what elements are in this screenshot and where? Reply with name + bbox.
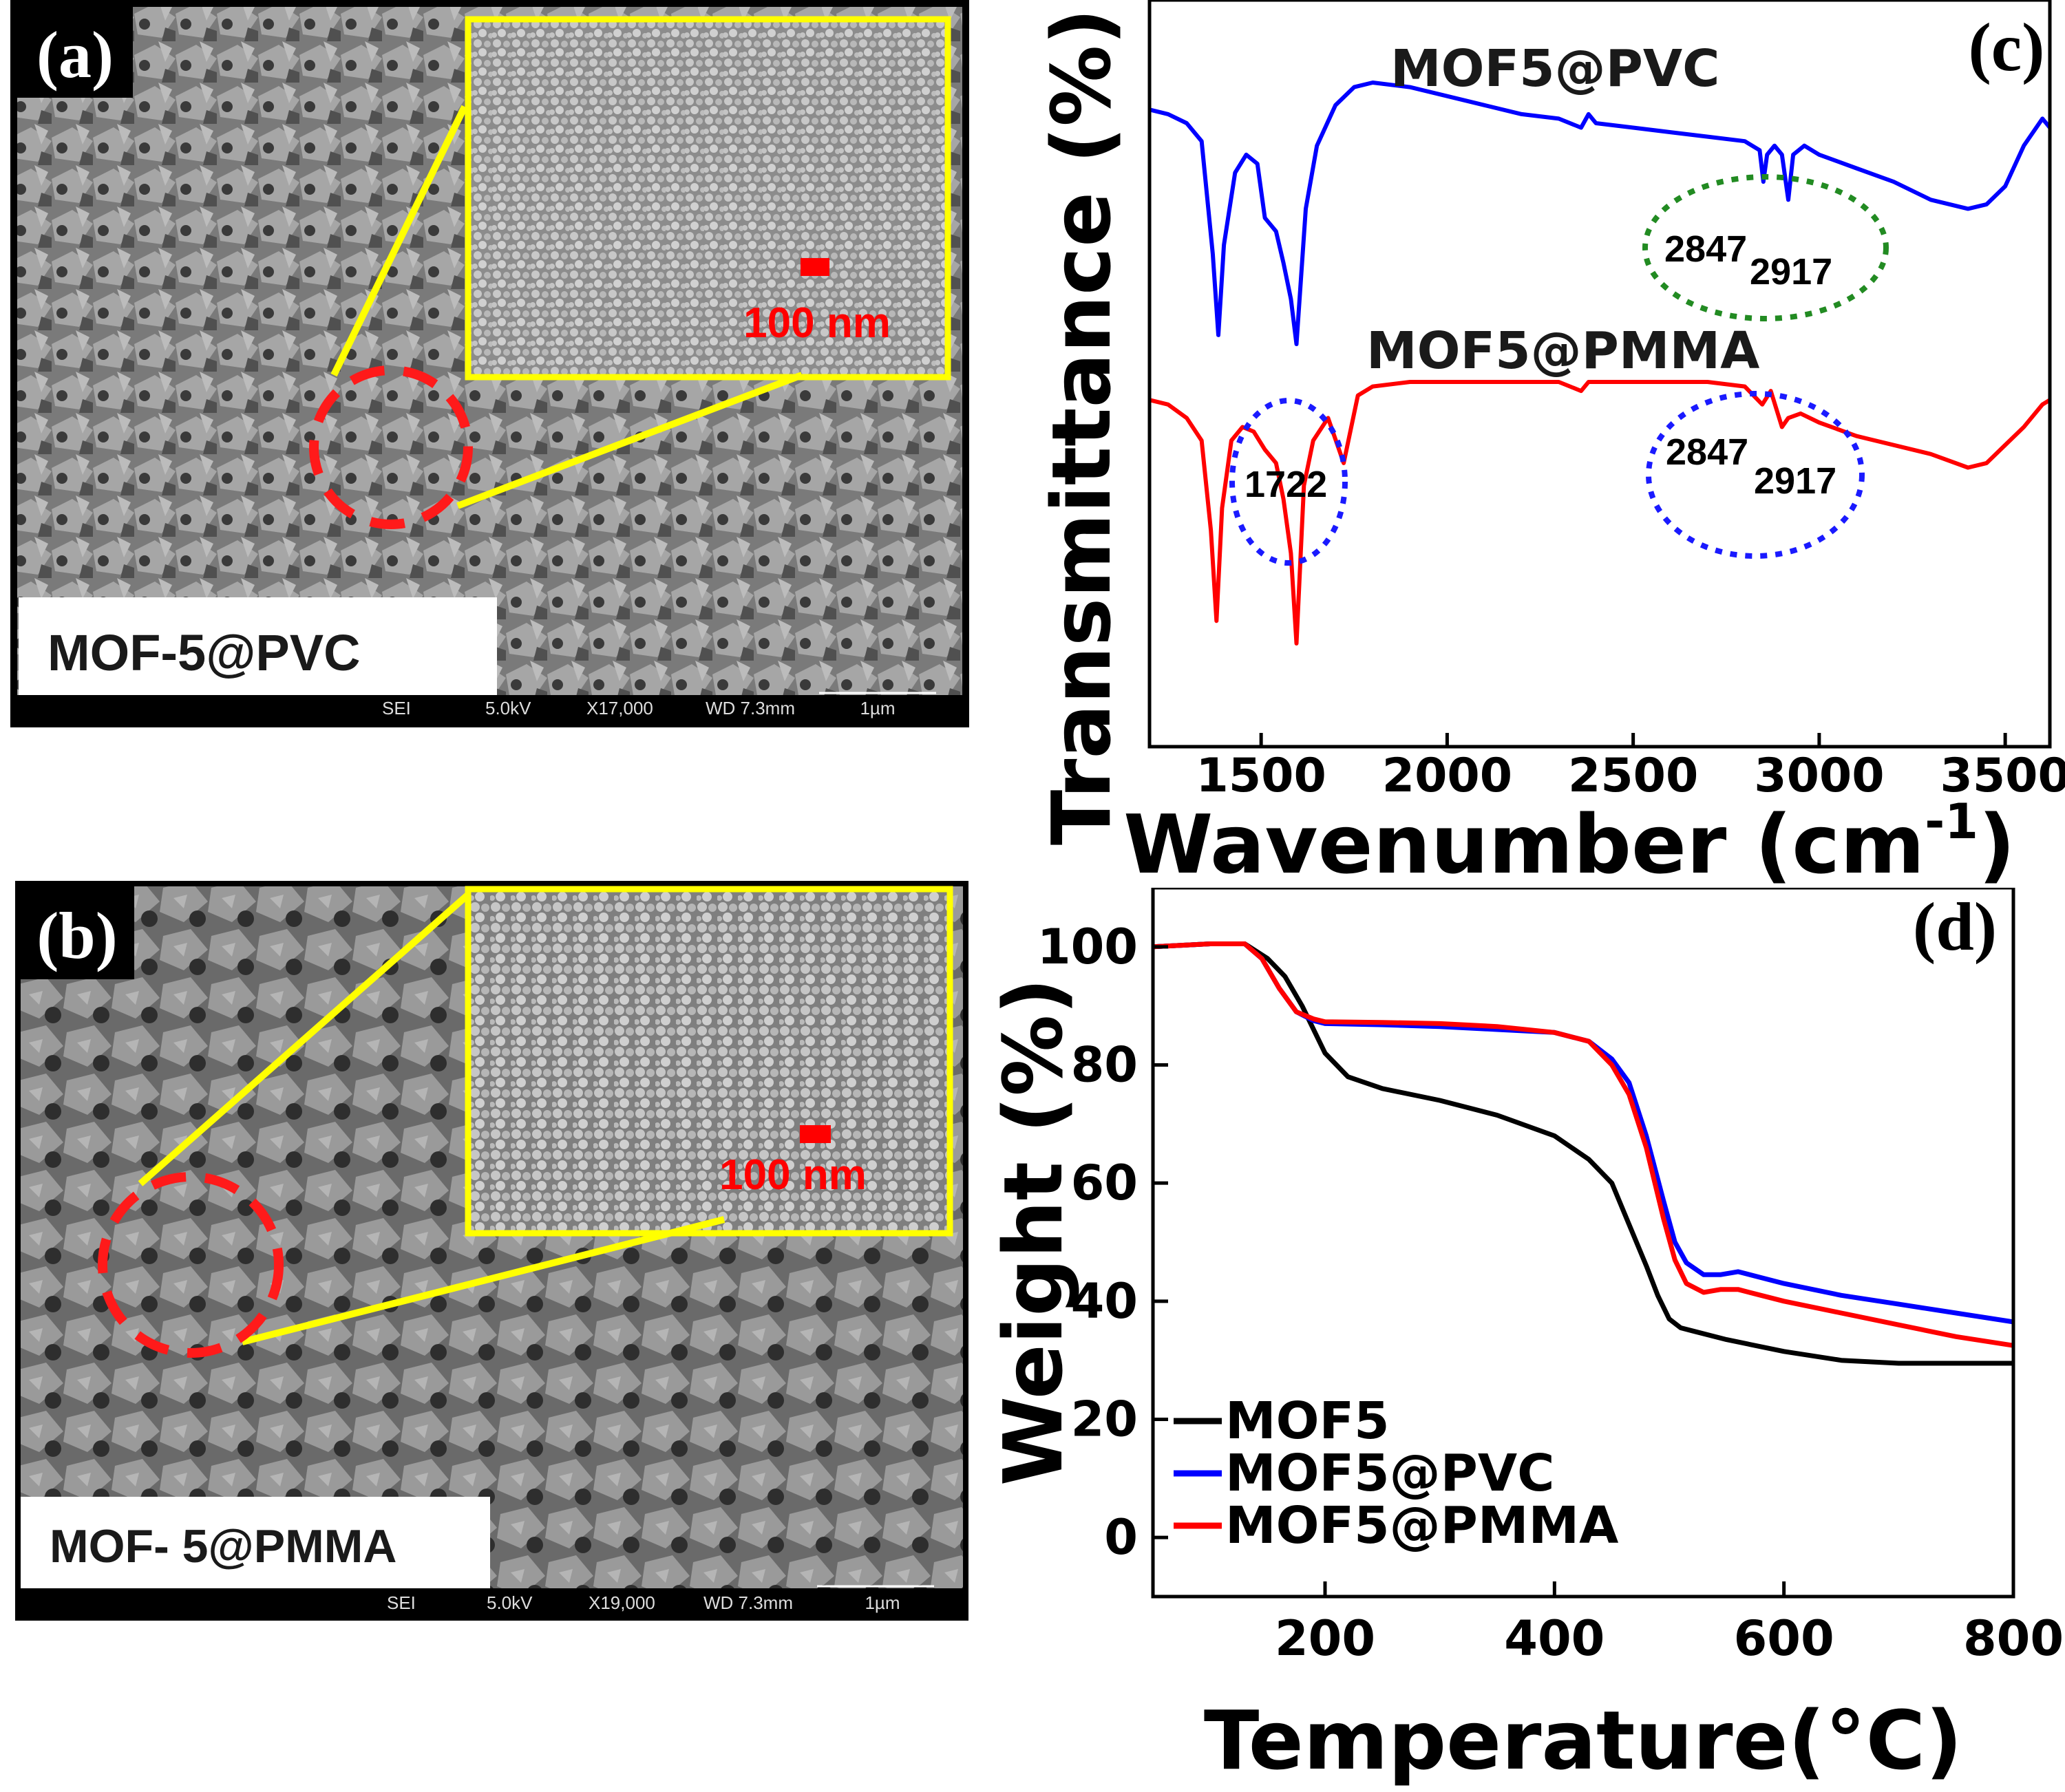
info-detector-b: SEI [387, 1592, 416, 1613]
sem-panel-a: 100 nm (a) MOF-5@PVC SEI 5.0kV X17,000 W… [10, 0, 969, 727]
y-tick-label: 100 [1037, 919, 1138, 975]
peak-label-2847-pvc: 2847 [1664, 228, 1747, 270]
sample-label-b: MOF- 5@PMMA [50, 1520, 397, 1572]
x-tick-label: 200 [1275, 1610, 1375, 1667]
x-axis-title: Temperature(°C) [1204, 1693, 1962, 1788]
info-scale-b: 1µm [865, 1592, 900, 1613]
scale-bar-inset [800, 1125, 831, 1143]
scale-bar-inset [801, 258, 829, 276]
highlight-circle [98, 1172, 284, 1358]
y-tick-label: 20 [1071, 1391, 1138, 1448]
sample-label-a: MOF-5@PVC [47, 624, 361, 681]
y-tick-label: 40 [1071, 1273, 1138, 1330]
info-voltage-a: 5.0kV [485, 698, 531, 718]
legend-label-mof5: MOF5 [1225, 1391, 1390, 1451]
info-voltage-b: 5.0kV [487, 1592, 533, 1613]
x-tick-label: 2000 [1382, 749, 1512, 803]
series-line-mof5-pmma [1149, 380, 2051, 646]
peak-region-1722 [1229, 398, 1348, 566]
peak-label-2917-pmma: 2917 [1754, 460, 1836, 502]
plot-frame [1151, 888, 2015, 1599]
tga-chart-svg: 200 400 600 800 0 20 40 60 80 100 (d) MOF5 MOF5@P… [986, 888, 2064, 1788]
info-wd-b: WD 7.3mm [703, 1592, 793, 1613]
info-mag-b: X19,000 [589, 1592, 655, 1613]
series-line-mof5-pmma [1152, 941, 2014, 1348]
x-tick-label: 1500 [1196, 749, 1326, 803]
info-detector-a: SEI [382, 698, 411, 718]
highlight-circle [309, 365, 473, 529]
series-annotation-pmma: MOF5@PMMA [1366, 321, 1759, 381]
series-annotation-pvc: MOF5@PVC [1390, 39, 1719, 98]
ftir-chart-svg: 1500 2000 2500 3000 3500 (c) MOF5@PVC MOF5@P… [1034, 0, 2065, 892]
tga-chart: 200 400 600 800 0 20 40 60 80 100 (d) MOF5 MOF5@P… [964, 888, 2065, 1792]
peak-label-2847-pmma: 2847 [1666, 431, 1748, 473]
x-tick-label: 600 [1734, 1610, 1834, 1667]
inset-scale-label: 100 nm [743, 299, 891, 347]
info-scale-a: 1µm [860, 698, 895, 718]
series-line-mof5-pvc [1149, 81, 2052, 346]
ftir-chart: 1500 2000 2500 3000 3500 (c) MOF5@PVC MOF5@P… [1019, 0, 2065, 895]
legend: MOF5 MOF5@PVC MOF5@PMMA [1174, 1391, 1618, 1555]
x-tick-label: 3500 [1940, 749, 2065, 803]
panel-label-b: (b) [36, 899, 117, 972]
inset-scale-label: 100 nm [719, 1151, 867, 1199]
peak-region-pmma [1646, 391, 1865, 559]
series-line-mof5 [1152, 941, 2013, 1366]
peak-label-2917-pvc: 2917 [1750, 251, 1832, 292]
legend-label-pvc: MOF5@PVC [1225, 1444, 1554, 1503]
panel-label-a: (a) [36, 18, 114, 92]
y-tick-label: 60 [1071, 1155, 1138, 1211]
sem-image-a: 100 nm (a) MOF-5@PVC SEI 5.0kV X17,000 W… [10, 0, 969, 727]
sem-image-b: 100 nm (b) MOF- 5@PMMA SEI 5.0kV X19,000… [15, 881, 968, 1621]
y-tick-label: 80 [1071, 1037, 1138, 1094]
x-tick-label: 2500 [1568, 749, 1698, 803]
x-axis-title: Wavenumber (cm-1) [1123, 793, 2015, 892]
legend-label-pmma: MOF5@PMMA [1225, 1496, 1618, 1555]
x-tick-label: 800 [1963, 1610, 2064, 1667]
plot-frame [1147, 0, 2052, 749]
info-mag-a: X17,000 [586, 698, 653, 718]
y-axis-title: Transmittance (%) [1034, 8, 1129, 846]
peak-label-1722: 1722 [1245, 464, 1327, 505]
panel-label-c: (c) [1969, 9, 2045, 85]
y-axis-title: Weight (%) [986, 978, 1081, 1486]
y-tick-label: 0 [1104, 1509, 1138, 1566]
x-tick-label: 3000 [1754, 749, 1884, 803]
info-wd-a: WD 7.3mm [706, 698, 795, 718]
panel-label-d: (d) [1913, 888, 1997, 965]
sem-panel-b: 100 nm (b) MOF- 5@PMMA SEI 5.0kV X19,000… [15, 881, 968, 1621]
x-tick-label: 400 [1504, 1610, 1605, 1667]
series-line-mof5-pvc [1152, 941, 2014, 1325]
peak-region-pvc [1642, 174, 1889, 321]
